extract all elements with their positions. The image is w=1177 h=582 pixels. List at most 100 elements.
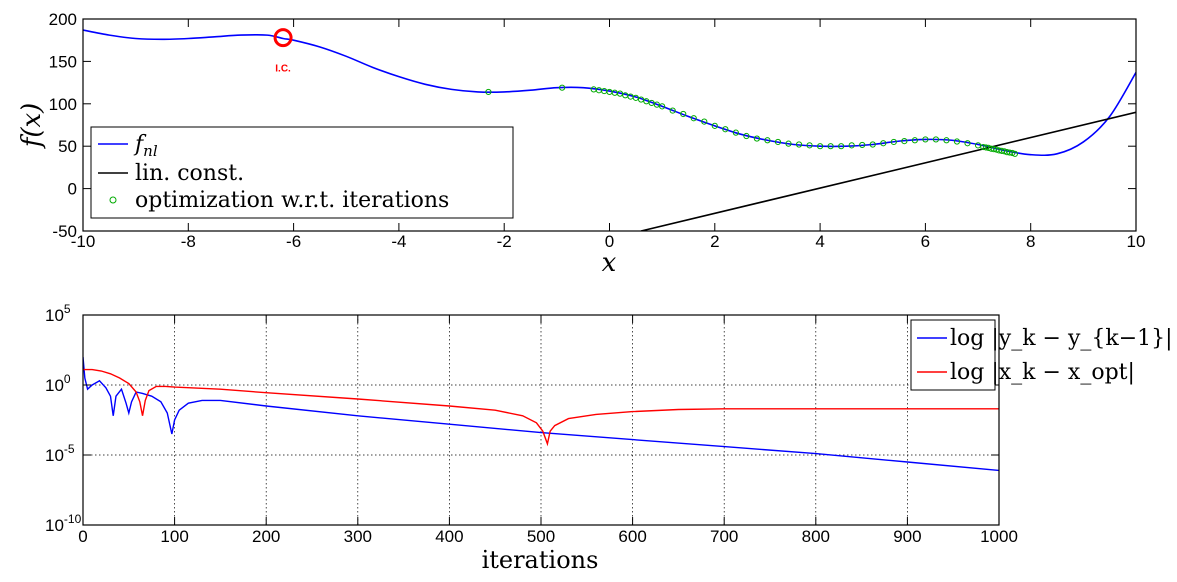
x-tick-label: -10 [71,232,96,251]
y-tick-label: 10-5 [45,442,75,465]
optimization-point [932,136,940,143]
initial-condition-label: I.C. [275,64,291,75]
optimization-point [774,138,782,146]
y-tick-base: 10 [45,376,64,395]
optimization-point [632,94,639,101]
bottom-plot: 0 100 200 300 400 500 600 700 800 900 100010510010… [45,302,1173,574]
optimization-point [659,103,666,110]
bottom-plot-legend: log |y_k − y_{k−1}| log |x_k − x_opt| [910,319,1173,391]
bottom-plot-xlabel: iterations [482,546,599,574]
optimization-point [943,137,950,144]
optimization-point [964,140,971,147]
x-tick-label: 900 [893,527,921,546]
legend-label-yk: log |y_k − y_{k−1}| [950,326,1173,351]
y-tick-label: 200 [49,10,77,29]
y-tick-base: 10 [45,446,64,465]
legend-swatch-optimization [109,196,117,204]
bottom-legend-box [910,319,996,391]
optimization-point [827,143,834,150]
x-tick-label: 8 [1026,232,1035,251]
y-tick-label: 105 [45,302,71,325]
optimization-point [711,122,718,129]
optimization-point [690,115,697,122]
optimization-point [953,138,961,145]
x-tick-label: 1000 [980,527,1018,546]
optimization-point [859,141,866,149]
y-tick-label: 50 [58,137,77,156]
optimization-point [643,98,650,105]
top-plot: -10 -8 -6 -4 -2 0 2 4 6 8 10 -50 0 50 100 150 200 x f(x)… [17,10,1145,278]
x-tick-label: 4 [815,232,824,251]
optimization-point [880,140,887,147]
x-tick-label: 700 [710,527,738,546]
optimization-point [743,132,750,140]
top-plot-ticks [82,18,1137,232]
x-tick-label: 600 [618,527,646,546]
optimization-point [806,142,813,149]
y-tick-label: -50 [52,222,77,241]
top-plot-annotations: I.C. [273,28,293,75]
optimization-point [764,137,771,144]
optimization-point [785,140,792,147]
y-tick-label: 10-10 [45,512,82,535]
optimization-point [869,141,876,148]
y-tick-exponent: -10 [64,512,82,526]
x-tick-label: -8 [181,232,196,251]
legend-label-lin-const: lin. const. [135,161,244,186]
y-tick-label: 100 [49,95,77,114]
optimization-point [653,101,660,108]
x-tick-label: 100 [160,527,188,546]
optimization-point [680,110,687,118]
optimization-point [890,138,897,146]
x-tick-label: -2 [497,232,512,251]
top-legend-box [90,126,514,219]
optimization-point [848,142,855,149]
x-tick-label: 500 [527,527,555,546]
y-tick-label: 0 [68,180,77,199]
series-line-0 [83,356,999,472]
x-tick-label: -6 [286,232,301,251]
y-tick-base: 10 [45,306,64,325]
optimization-point [722,126,729,133]
optimization-point [901,138,908,145]
y-tick-exponent: 0 [64,372,71,386]
x-tick-label: 800 [802,527,830,546]
optimization-point [817,143,824,150]
optimization-point [1009,149,1016,157]
top-plot-content [83,29,1136,231]
y-tick-label: 150 [49,52,77,71]
x-tick-label: 400 [435,527,463,546]
bottom-plot-tick-labels: 0 100 200 300 400 500 600 700 800 900 100010510010… [45,302,1018,546]
optimization-point [838,143,845,150]
initial-condition-marker [273,28,293,48]
top-plot-xlabel: x [602,248,617,278]
y-tick-label: 100 [45,372,71,395]
optimization-point [648,99,655,107]
series-line-1 [640,111,1136,231]
optimization-point [559,84,566,91]
legend-label-optimization: optimization w.r.t. iterations [135,188,449,213]
optimization-point [922,136,929,143]
optimization-point [732,129,739,136]
x-tick-label: 0 [78,527,87,546]
optimization-point [753,135,761,142]
optimization-point [616,90,624,97]
optimization-point [795,141,803,148]
y-tick-exponent: -5 [64,442,75,456]
optimization-point [701,118,708,125]
x-tick-label: 300 [344,527,372,546]
x-tick-label: 200 [252,527,280,546]
optimization-point [911,137,918,144]
x-tick-label: 0 [605,232,614,251]
y-tick-base: 10 [45,516,64,535]
x-tick-label: 10 [1127,232,1146,251]
series-line-1 [83,368,999,447]
legend-label-xk: log |x_k − x_opt| [950,360,1135,385]
optimization-point [485,88,492,96]
top-plot-legend: fnl lin. const. optimization w.r.t. iter… [90,126,514,219]
y-tick-exponent: 5 [64,302,71,316]
x-tick-label: 2 [710,232,719,251]
optimization-point [669,107,676,114]
x-tick-label: -4 [391,232,406,251]
